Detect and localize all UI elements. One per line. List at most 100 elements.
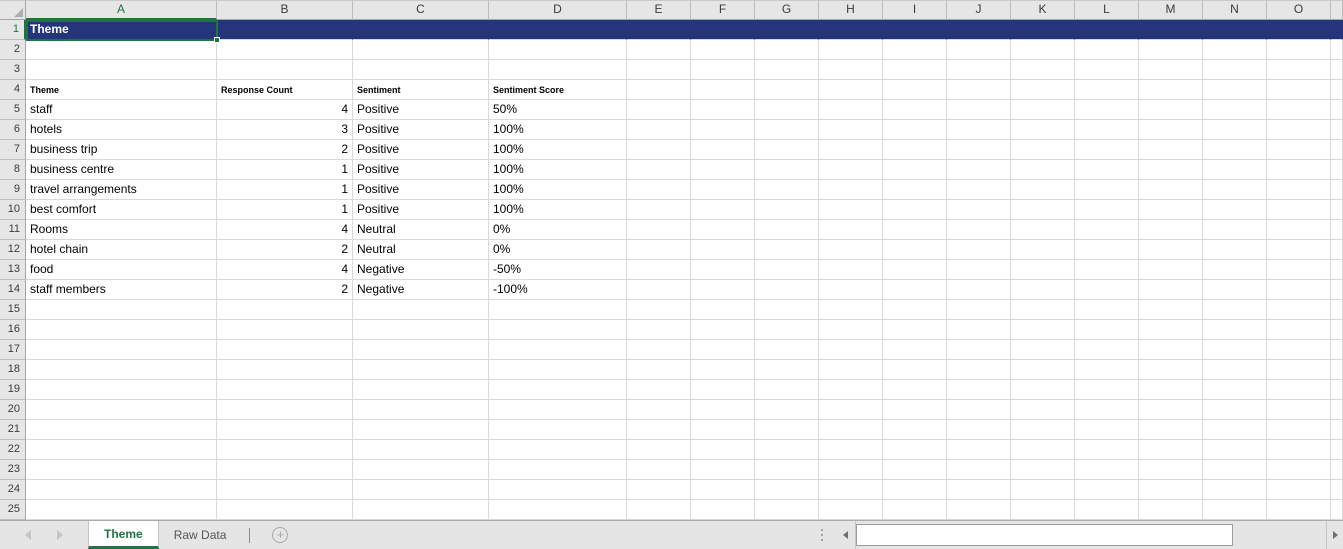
cell-B12[interactable]: 2	[217, 240, 353, 260]
cell-H10[interactable]	[819, 200, 883, 220]
row-header-5[interactable]: 5	[0, 100, 26, 120]
scroll-left-button[interactable]	[835, 521, 855, 549]
cell-B13[interactable]: 4	[217, 260, 353, 280]
cell-B1[interactable]	[217, 20, 353, 40]
cell-L14[interactable]	[1075, 280, 1139, 300]
cell-E18[interactable]	[627, 360, 691, 380]
cell-F20[interactable]	[691, 400, 755, 420]
cell-O11[interactable]	[1267, 220, 1331, 240]
cell-J25[interactable]	[947, 500, 1011, 520]
cell-D6[interactable]: 100%	[489, 120, 627, 140]
cell-N11[interactable]	[1203, 220, 1267, 240]
cell-K21[interactable]	[1011, 420, 1075, 440]
cell-N16[interactable]	[1203, 320, 1267, 340]
cell-M6[interactable]	[1139, 120, 1203, 140]
col-header-B[interactable]: B	[217, 0, 353, 20]
cell-K9[interactable]	[1011, 180, 1075, 200]
cell-partial-5[interactable]	[1331, 100, 1343, 120]
cell-K13[interactable]	[1011, 260, 1075, 280]
cell-D14[interactable]: -100%	[489, 280, 627, 300]
cell-F6[interactable]	[691, 120, 755, 140]
col-header-partial[interactable]	[1331, 0, 1343, 20]
cell-I5[interactable]	[883, 100, 947, 120]
cell-J15[interactable]	[947, 300, 1011, 320]
cell-B25[interactable]	[217, 500, 353, 520]
cell-E5[interactable]	[627, 100, 691, 120]
cell-J16[interactable]	[947, 320, 1011, 340]
cell-I21[interactable]	[883, 420, 947, 440]
cell-G24[interactable]	[755, 480, 819, 500]
cell-A13[interactable]: food	[26, 260, 217, 280]
cell-L15[interactable]	[1075, 300, 1139, 320]
cell-G25[interactable]	[755, 500, 819, 520]
cell-J5[interactable]	[947, 100, 1011, 120]
cell-C13[interactable]: Negative	[353, 260, 489, 280]
cell-L13[interactable]	[1075, 260, 1139, 280]
cell-O16[interactable]	[1267, 320, 1331, 340]
cell-A14[interactable]: staff members	[26, 280, 217, 300]
add-sheet-button[interactable]: +	[264, 521, 296, 549]
cell-F16[interactable]	[691, 320, 755, 340]
cell-G2[interactable]	[755, 40, 819, 60]
col-header-M[interactable]: M	[1139, 0, 1203, 20]
cell-partial-6[interactable]	[1331, 120, 1343, 140]
cell-N21[interactable]	[1203, 420, 1267, 440]
cell-G10[interactable]	[755, 200, 819, 220]
cell-A20[interactable]	[26, 400, 217, 420]
cell-A12[interactable]: hotel chain	[26, 240, 217, 260]
cell-I11[interactable]	[883, 220, 947, 240]
cell-H19[interactable]	[819, 380, 883, 400]
tab-nav-right-icon[interactable]	[57, 530, 63, 540]
scrollbar-thumb[interactable]	[856, 524, 1233, 546]
cell-I2[interactable]	[883, 40, 947, 60]
cell-F18[interactable]	[691, 360, 755, 380]
cell-A8[interactable]: business centre	[26, 160, 217, 180]
cell-B8[interactable]: 1	[217, 160, 353, 180]
cell-J10[interactable]	[947, 200, 1011, 220]
cell-A16[interactable]	[26, 320, 217, 340]
cell-M18[interactable]	[1139, 360, 1203, 380]
cell-I9[interactable]	[883, 180, 947, 200]
cell-K2[interactable]	[1011, 40, 1075, 60]
cell-partial-9[interactable]	[1331, 180, 1343, 200]
cell-H8[interactable]	[819, 160, 883, 180]
col-header-D[interactable]: D	[489, 0, 627, 20]
cell-D13[interactable]: -50%	[489, 260, 627, 280]
cell-K1[interactable]	[1011, 20, 1075, 40]
cell-D4[interactable]: Sentiment Score	[489, 80, 627, 100]
cell-N9[interactable]	[1203, 180, 1267, 200]
cell-H13[interactable]	[819, 260, 883, 280]
cell-partial-15[interactable]	[1331, 300, 1343, 320]
cell-C1[interactable]	[353, 20, 489, 40]
cell-A18[interactable]	[26, 360, 217, 380]
cell-J23[interactable]	[947, 460, 1011, 480]
cell-partial-13[interactable]	[1331, 260, 1343, 280]
cell-C17[interactable]	[353, 340, 489, 360]
cell-C4[interactable]: Sentiment	[353, 80, 489, 100]
cell-C12[interactable]: Neutral	[353, 240, 489, 260]
cell-O19[interactable]	[1267, 380, 1331, 400]
cell-C22[interactable]	[353, 440, 489, 460]
row-header-20[interactable]: 20	[0, 400, 26, 420]
cell-I6[interactable]	[883, 120, 947, 140]
col-header-O[interactable]: O	[1267, 0, 1331, 20]
row-header-10[interactable]: 10	[0, 200, 26, 220]
cell-G6[interactable]	[755, 120, 819, 140]
cell-E15[interactable]	[627, 300, 691, 320]
cell-N4[interactable]	[1203, 80, 1267, 100]
cell-L22[interactable]	[1075, 440, 1139, 460]
cell-I7[interactable]	[883, 140, 947, 160]
cell-J20[interactable]	[947, 400, 1011, 420]
cell-K3[interactable]	[1011, 60, 1075, 80]
cell-partial-22[interactable]	[1331, 440, 1343, 460]
row-header-3[interactable]: 3	[0, 60, 26, 80]
cell-O23[interactable]	[1267, 460, 1331, 480]
cell-F9[interactable]	[691, 180, 755, 200]
cell-C23[interactable]	[353, 460, 489, 480]
cell-I12[interactable]	[883, 240, 947, 260]
row-header-16[interactable]: 16	[0, 320, 26, 340]
cell-I16[interactable]	[883, 320, 947, 340]
cell-M25[interactable]	[1139, 500, 1203, 520]
cell-B15[interactable]	[217, 300, 353, 320]
cell-C24[interactable]	[353, 480, 489, 500]
